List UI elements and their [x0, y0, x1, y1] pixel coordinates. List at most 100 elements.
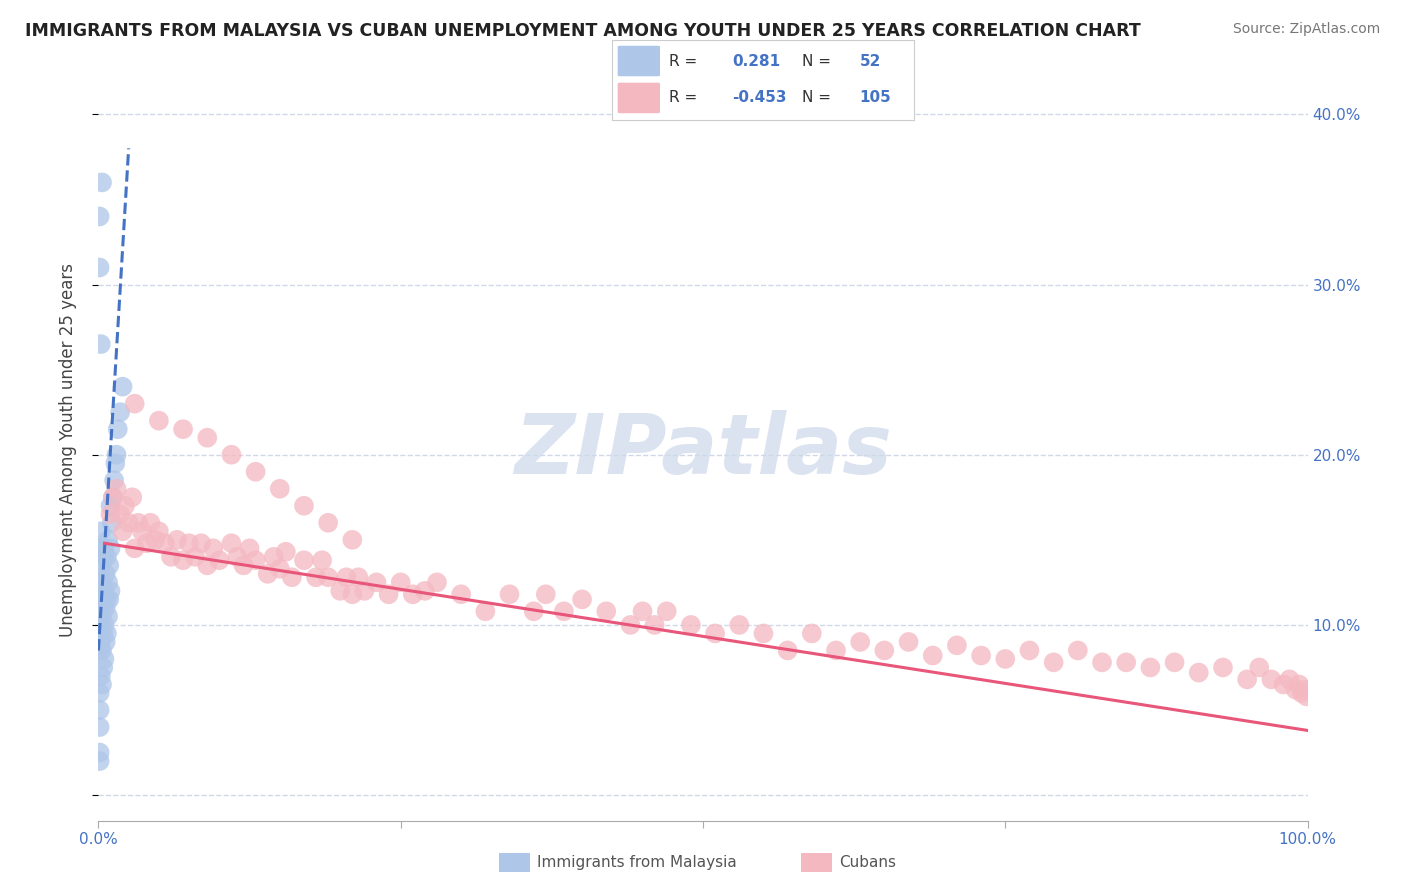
Point	[221, 536, 243, 550]
Point	[1091, 656, 1114, 670]
Point	[1115, 656, 1137, 670]
Point	[347, 570, 370, 584]
Point	[1139, 660, 1161, 674]
Point	[849, 635, 872, 649]
Point	[160, 549, 183, 564]
Y-axis label: Unemployment Among Youth under 25 years: Unemployment Among Youth under 25 years	[59, 263, 77, 638]
Point	[89, 643, 111, 657]
Point	[921, 648, 943, 663]
Point	[897, 635, 920, 649]
Point	[135, 536, 157, 550]
Point	[91, 175, 114, 189]
Point	[263, 549, 285, 564]
Point	[94, 566, 117, 581]
Point	[166, 533, 188, 547]
Point	[498, 587, 520, 601]
Point	[91, 592, 114, 607]
Point	[91, 549, 114, 564]
Point	[1163, 656, 1185, 670]
Point	[245, 465, 267, 479]
Point	[89, 703, 111, 717]
Point	[221, 448, 243, 462]
Point	[619, 618, 641, 632]
Point	[148, 414, 170, 428]
Point	[124, 541, 146, 556]
Point	[98, 592, 121, 607]
Point	[94, 600, 117, 615]
Point	[148, 524, 170, 539]
Point	[994, 652, 1017, 666]
Text: 105: 105	[859, 90, 891, 105]
Point	[91, 677, 114, 691]
Point	[316, 516, 339, 530]
Point	[190, 536, 212, 550]
Text: 52: 52	[859, 54, 882, 69]
Point	[111, 379, 134, 393]
Point	[184, 549, 207, 564]
Point	[100, 516, 122, 530]
Point	[226, 549, 249, 564]
Point	[93, 652, 115, 666]
Text: Cubans: Cubans	[839, 855, 897, 870]
Point	[316, 570, 339, 584]
Point	[172, 553, 194, 567]
Point	[91, 575, 114, 590]
Point	[970, 648, 993, 663]
Point	[523, 604, 546, 618]
Point	[1067, 643, 1090, 657]
Point	[1188, 665, 1211, 680]
Point	[90, 635, 112, 649]
Text: N =: N =	[801, 54, 831, 69]
Point	[704, 626, 727, 640]
Point	[873, 643, 896, 657]
Point	[172, 422, 194, 436]
Point	[101, 490, 124, 504]
Point	[91, 660, 114, 674]
Point	[107, 422, 129, 436]
Point	[825, 643, 848, 657]
Point	[89, 686, 111, 700]
Point	[1212, 660, 1234, 674]
Point	[89, 210, 111, 224]
Point	[335, 570, 357, 584]
Point	[94, 635, 117, 649]
Point	[1236, 673, 1258, 687]
Point	[1295, 690, 1317, 704]
Point	[553, 604, 575, 618]
Point	[96, 592, 118, 607]
Point	[90, 600, 112, 615]
Point	[97, 533, 120, 547]
Point	[342, 533, 364, 547]
Point	[195, 558, 218, 573]
Text: R =: R =	[669, 90, 697, 105]
Point	[89, 541, 111, 556]
Point	[274, 545, 297, 559]
Point	[121, 490, 143, 504]
Point	[108, 405, 131, 419]
Point	[96, 626, 118, 640]
Point	[800, 626, 823, 640]
Point	[644, 618, 666, 632]
Point	[389, 575, 412, 590]
Point	[413, 583, 436, 598]
Point	[101, 490, 124, 504]
Point	[1288, 677, 1310, 691]
Point	[534, 587, 557, 601]
Text: Source: ZipAtlas.com: Source: ZipAtlas.com	[1233, 22, 1381, 37]
Point	[426, 575, 449, 590]
Point	[208, 553, 231, 567]
Point	[353, 583, 375, 598]
Point	[329, 583, 352, 598]
Point	[292, 553, 315, 567]
Text: -0.453: -0.453	[733, 90, 787, 105]
Point	[1042, 656, 1064, 670]
Point	[450, 587, 472, 601]
Point	[1018, 643, 1040, 657]
Point	[474, 604, 496, 618]
Point	[100, 499, 122, 513]
Point	[108, 508, 131, 522]
Point	[104, 456, 127, 470]
Point	[377, 587, 399, 601]
Point	[114, 499, 136, 513]
Point	[89, 260, 111, 275]
